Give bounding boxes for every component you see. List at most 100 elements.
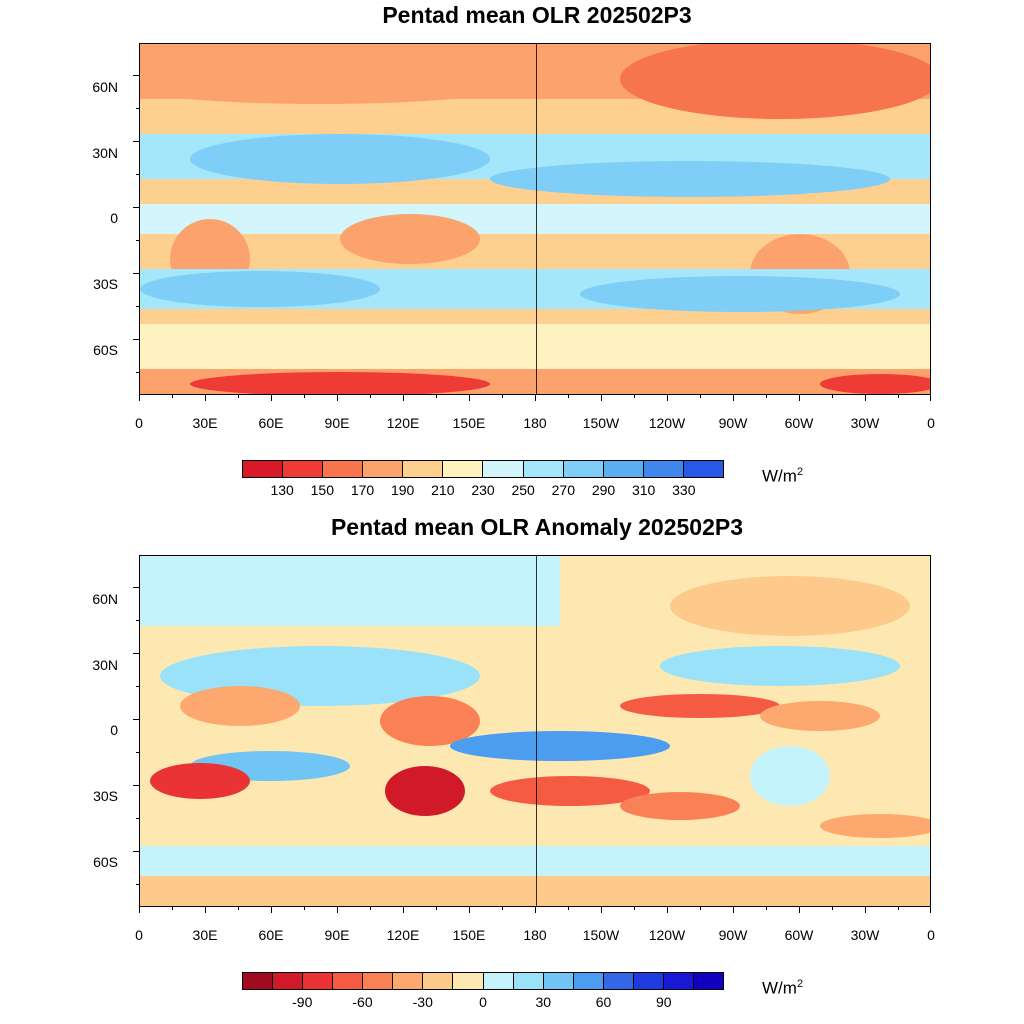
x-tick-label: 0 — [135, 415, 143, 431]
x-tick — [601, 907, 602, 913]
colorbar-tick-label: -60 — [352, 994, 373, 1010]
olr-mean-panel: Pentad mean OLR 202502P3 — [92, 2, 935, 498]
y-tick — [133, 141, 139, 142]
x-tick — [502, 395, 503, 398]
x-tick — [667, 395, 668, 401]
x-tick — [568, 907, 569, 910]
colorbar-segment — [603, 973, 634, 989]
olr-mean-map — [139, 43, 931, 395]
x-tick — [238, 907, 239, 910]
x-tick — [271, 395, 272, 401]
y-tick — [133, 273, 139, 274]
x-tick-label: 60W — [784, 415, 814, 431]
colorbar-segment — [423, 973, 454, 989]
colorbar-segment — [243, 973, 274, 989]
colorbar-segment — [663, 973, 694, 989]
x-tick — [898, 907, 899, 910]
x-tick — [271, 907, 272, 913]
colorbar-segment — [603, 461, 644, 477]
colorbar-segment — [513, 973, 544, 989]
x-tick — [930, 907, 931, 913]
x-tick-label: 180 — [523, 927, 547, 943]
x-tick-label: 0 — [135, 927, 143, 943]
y-tick-label: 60S — [93, 342, 118, 358]
x-tick — [337, 907, 338, 913]
y-tick — [133, 851, 139, 852]
colorbar-segment — [323, 461, 364, 477]
colorbar-segment — [333, 973, 364, 989]
colorbar-segment — [443, 461, 484, 477]
x-tick — [337, 395, 338, 401]
y-tick — [136, 306, 139, 307]
x-tick-label: 0 — [927, 415, 935, 431]
colorbar-segment — [483, 973, 514, 989]
x-tick — [700, 907, 701, 910]
colorbar-segment — [693, 973, 723, 989]
x-tick-label: 60W — [784, 927, 814, 943]
colorbar-segment — [243, 461, 284, 477]
colorbar-segment — [283, 461, 324, 477]
x-tick-label: 30E — [192, 415, 218, 431]
colorbar-segment — [563, 461, 604, 477]
panel-title: Pentad mean OLR Anomaly 202502P3 — [330, 514, 744, 540]
x-tick — [205, 395, 206, 401]
x-tick — [667, 907, 668, 913]
y-tick-label: 60S — [93, 854, 118, 870]
colorbar-tick-label: 150 — [310, 482, 334, 498]
x-tick — [370, 907, 371, 910]
x-tick — [436, 907, 437, 910]
x-tick — [832, 907, 833, 910]
olr-anomaly-map-canvas — [140, 556, 930, 906]
colorbar-tick-label: 310 — [631, 482, 656, 498]
x-tick — [172, 907, 173, 910]
x-tick — [535, 395, 536, 401]
x-tick — [865, 395, 866, 401]
colorbar-segment — [683, 461, 723, 477]
x-tick-label: 120E — [386, 927, 420, 943]
colorbar-segment — [273, 973, 304, 989]
x-tick — [601, 395, 602, 401]
colorbar-segment — [523, 461, 564, 477]
colorbar-segment — [633, 973, 664, 989]
x-tick-label: 90W — [718, 415, 748, 431]
y-tick — [133, 75, 139, 76]
y-tick-label: 0 — [110, 210, 118, 226]
colorbar-segment — [643, 461, 684, 477]
x-tick-label: 60E — [258, 927, 284, 943]
x-tick-label: 180 — [523, 415, 547, 431]
x-tick — [304, 907, 305, 910]
colorbar-tick-label: 330 — [672, 482, 696, 498]
y-tick — [136, 818, 139, 819]
x-tick-label: 120W — [648, 927, 686, 943]
x-tick-label: 150W — [582, 415, 620, 431]
dateline — [536, 556, 537, 906]
y-tick-label: 30N — [92, 657, 118, 673]
x-tick — [898, 395, 899, 398]
y-tick — [136, 240, 139, 241]
x-tick — [370, 395, 371, 398]
colorbar-segment — [363, 461, 404, 477]
y-tick — [136, 174, 139, 175]
colorbar-tick-label: 190 — [390, 482, 415, 498]
x-tick — [172, 395, 173, 398]
x-tick — [799, 907, 800, 913]
x-tick — [832, 395, 833, 398]
colorbar-tick-label: 290 — [591, 482, 616, 498]
y-tick — [136, 108, 139, 109]
colorbar-tick-label: -90 — [292, 994, 313, 1010]
units-label: W/m2 — [762, 978, 804, 998]
panel-title: Pentad mean OLR 202502P3 — [382, 2, 692, 28]
y-tick — [133, 339, 139, 340]
y-tick — [136, 884, 139, 885]
colorbar-segment — [573, 973, 604, 989]
x-tick-label: 0 — [927, 927, 935, 943]
colorbar-tick-label: 60 — [595, 994, 612, 1010]
x-tick-label: 60E — [258, 415, 284, 431]
colorbar-segment — [393, 973, 424, 989]
colorbar-tick-label: 130 — [270, 482, 294, 498]
colorbar-tick-label: 0 — [479, 994, 487, 1010]
x-tick — [535, 907, 536, 913]
x-tick — [865, 907, 866, 913]
colorbar-tick-label: 230 — [471, 482, 495, 498]
olr-anomaly-panel: Pentad mean OLR Anomaly 202502P3 — [0, 512, 1024, 1024]
